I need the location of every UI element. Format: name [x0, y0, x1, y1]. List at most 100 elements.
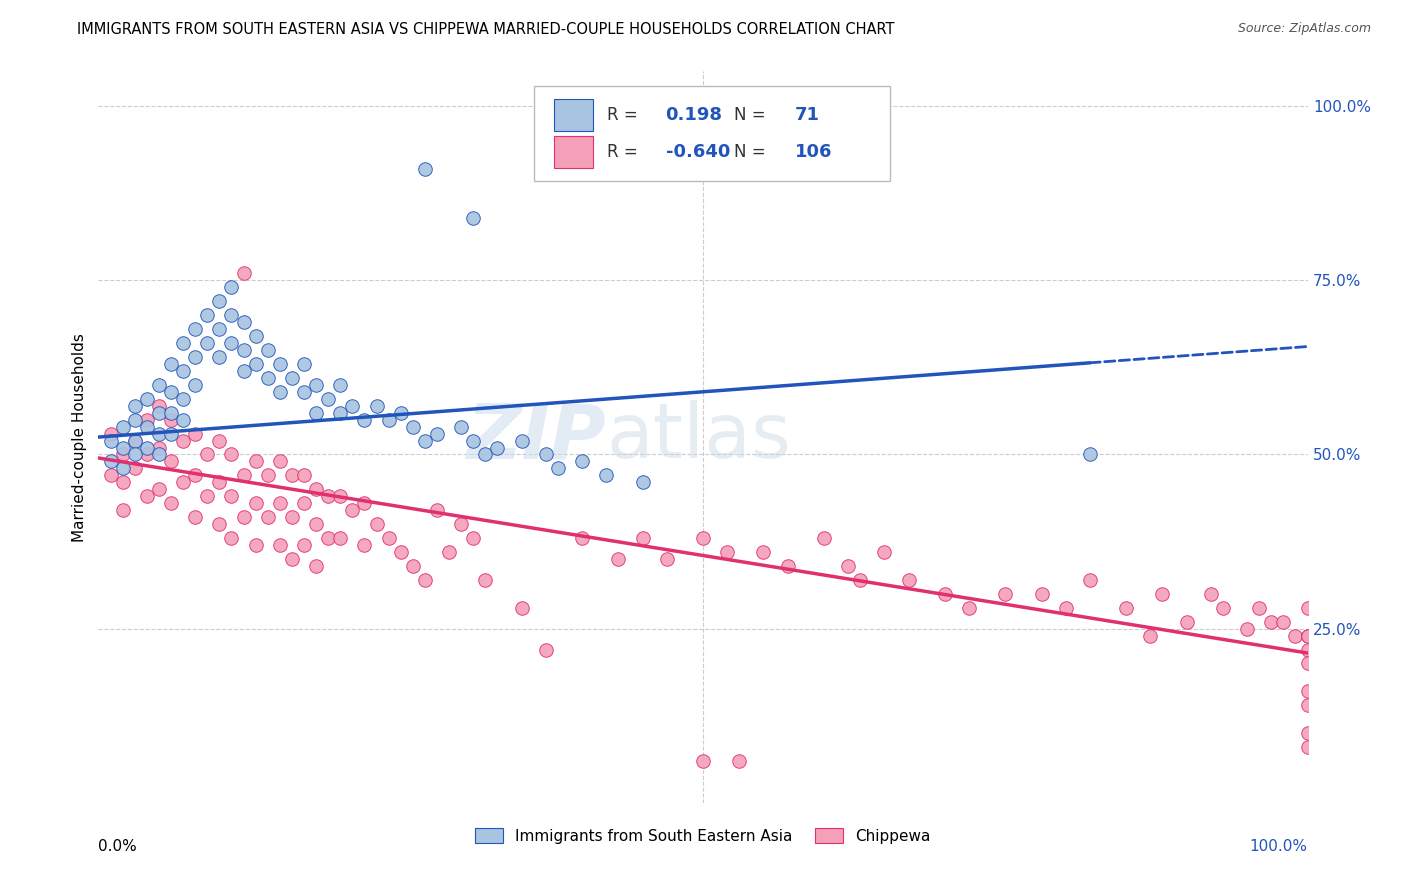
Point: [1296, 629, 1319, 643]
Point: [413, 573, 436, 587]
Point: [934, 587, 956, 601]
Point: [160, 384, 183, 399]
Point: [486, 441, 509, 455]
Point: [100, 454, 122, 468]
Text: -0.640: -0.640: [665, 143, 730, 161]
Point: [1260, 615, 1282, 629]
Point: [160, 496, 183, 510]
Point: [377, 412, 399, 426]
Point: [329, 406, 352, 420]
Point: [124, 448, 146, 462]
Point: [1296, 684, 1319, 698]
Point: [873, 545, 896, 559]
Point: [195, 489, 218, 503]
Point: [269, 454, 291, 468]
Point: [463, 434, 485, 448]
Point: [342, 503, 364, 517]
Point: [994, 587, 1017, 601]
Point: [135, 419, 157, 434]
Point: [366, 517, 388, 532]
Point: [100, 426, 122, 441]
Point: [292, 384, 315, 399]
Point: [1078, 573, 1101, 587]
Point: [160, 412, 183, 426]
Legend: Immigrants from South Eastern Asia, Chippewa: Immigrants from South Eastern Asia, Chip…: [470, 822, 936, 850]
Point: [426, 426, 449, 441]
Point: [450, 517, 472, 532]
Point: [1054, 600, 1077, 615]
Point: [1296, 657, 1319, 671]
Text: 0.0%: 0.0%: [98, 839, 138, 855]
Point: [510, 600, 533, 615]
Point: [111, 441, 134, 455]
Point: [1296, 740, 1319, 755]
Point: [316, 392, 339, 406]
Point: [184, 350, 207, 364]
Text: atlas: atlas: [606, 401, 792, 474]
Point: [305, 377, 328, 392]
Point: [135, 392, 157, 406]
Point: [148, 426, 170, 441]
Point: [184, 377, 207, 392]
Point: [208, 475, 231, 490]
Point: [389, 545, 412, 559]
Point: [1296, 642, 1319, 657]
Point: [281, 510, 304, 524]
Point: [184, 510, 207, 524]
Point: [148, 399, 170, 413]
Point: [474, 448, 496, 462]
Point: [160, 406, 183, 420]
Y-axis label: Married-couple Households: Married-couple Households: [72, 333, 87, 541]
Text: R =: R =: [607, 106, 644, 124]
Point: [595, 468, 617, 483]
Point: [124, 461, 146, 475]
Point: [148, 406, 170, 420]
Point: [172, 336, 194, 351]
Point: [353, 412, 375, 426]
Point: [1284, 629, 1306, 643]
Point: [813, 531, 835, 545]
Point: [450, 419, 472, 434]
Point: [547, 461, 569, 475]
Point: [256, 371, 278, 385]
Text: N =: N =: [734, 106, 772, 124]
Point: [245, 538, 267, 552]
Point: [221, 308, 243, 322]
Point: [329, 489, 352, 503]
Point: [135, 441, 157, 455]
Point: [221, 280, 243, 294]
Point: [172, 364, 194, 378]
Point: [292, 538, 315, 552]
Point: [269, 538, 291, 552]
Point: [221, 489, 243, 503]
Point: [172, 392, 194, 406]
Text: R =: R =: [607, 143, 644, 161]
Point: [426, 503, 449, 517]
Point: [463, 211, 485, 225]
FancyBboxPatch shape: [554, 136, 593, 168]
Text: IMMIGRANTS FROM SOUTH EASTERN ASIA VS CHIPPEWA MARRIED-COUPLE HOUSEHOLDS CORRELA: IMMIGRANTS FROM SOUTH EASTERN ASIA VS CH…: [77, 22, 894, 37]
Point: [281, 552, 304, 566]
Point: [837, 558, 859, 573]
Point: [111, 448, 134, 462]
Point: [1296, 600, 1319, 615]
Point: [232, 266, 254, 280]
Point: [316, 489, 339, 503]
Point: [534, 448, 557, 462]
Point: [184, 426, 207, 441]
Point: [329, 531, 352, 545]
Text: 71: 71: [794, 106, 820, 124]
Point: [413, 161, 436, 176]
Point: [534, 642, 557, 657]
Point: [245, 357, 267, 371]
Point: [292, 468, 315, 483]
Point: [111, 419, 134, 434]
Point: [1212, 600, 1234, 615]
Point: [269, 384, 291, 399]
Point: [245, 454, 267, 468]
Point: [692, 754, 714, 768]
Point: [342, 399, 364, 413]
Point: [571, 454, 593, 468]
Point: [232, 468, 254, 483]
Point: [160, 357, 183, 371]
